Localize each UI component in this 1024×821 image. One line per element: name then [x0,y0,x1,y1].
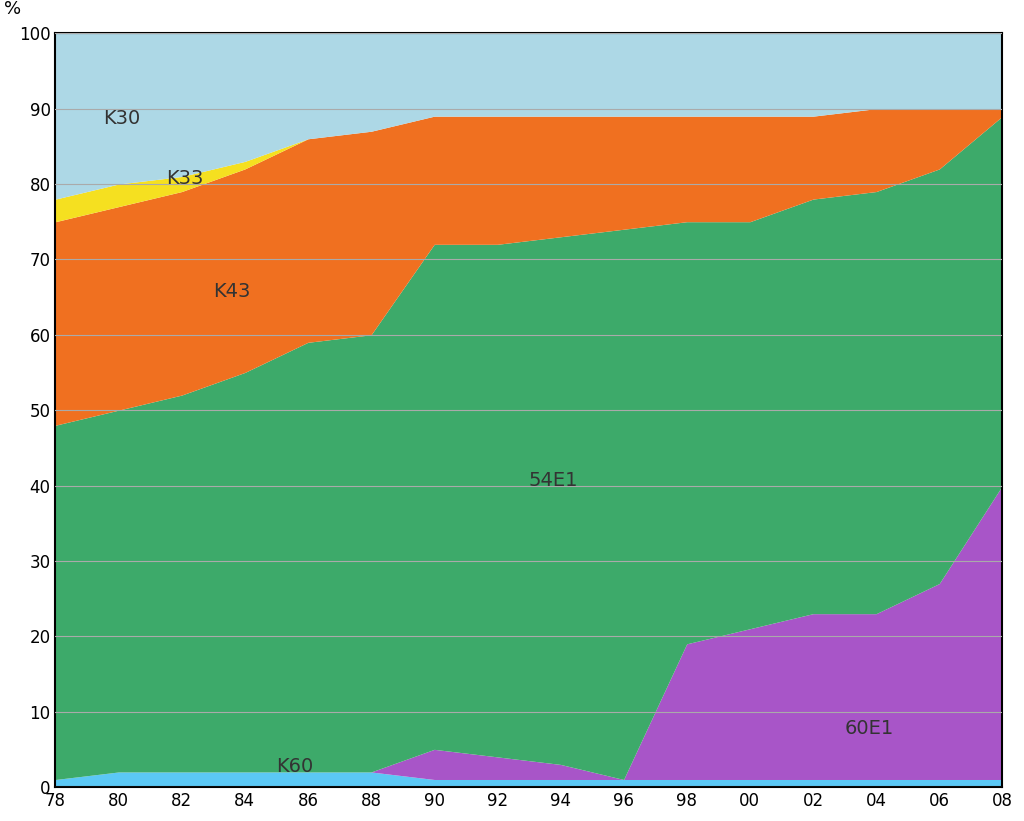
Text: 54E1: 54E1 [528,470,579,489]
Text: K43: K43 [213,282,251,301]
Text: K60: K60 [276,757,313,776]
Text: K30: K30 [102,108,140,128]
Text: K33: K33 [166,169,203,188]
Y-axis label: %: % [4,0,22,18]
Text: 60E1: 60E1 [845,719,894,738]
